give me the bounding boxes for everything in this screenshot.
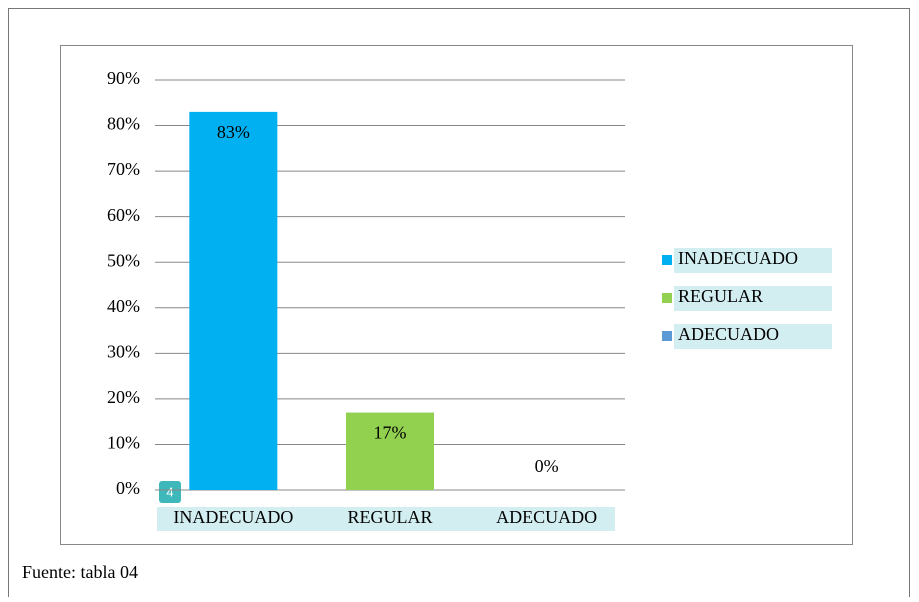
page-frame: [8, 8, 910, 602]
data-label: 83%: [217, 122, 250, 142]
category-highlight: [157, 507, 615, 531]
y-tick-label: 50%: [107, 250, 140, 270]
y-tick-label: 90%: [107, 68, 140, 88]
y-tick-label: 80%: [107, 114, 140, 134]
y-tick-label: 30%: [107, 341, 140, 361]
y-tick-label: 20%: [107, 387, 140, 407]
source-note: Fuente: tabla 04: [22, 562, 138, 582]
legend-highlight: [674, 286, 832, 311]
legend-highlight: [674, 248, 832, 273]
marker-badge: [159, 481, 181, 503]
y-tick-label: 40%: [107, 296, 140, 316]
legend-label: REGULAR: [678, 286, 763, 306]
x-tick-label: REGULAR: [348, 507, 433, 527]
bar: [189, 111, 278, 490]
legend-swatch: [662, 331, 672, 341]
legend-label: ADECUADO: [678, 324, 779, 344]
legend-swatch: [662, 293, 672, 303]
legend-swatch: [662, 255, 672, 265]
marker-text: 4: [166, 484, 173, 499]
x-tick-label: INADECUADO: [173, 507, 293, 527]
legend-label: INADECUADO: [678, 248, 798, 268]
y-tick-label: 70%: [107, 159, 140, 179]
y-tick-label: 60%: [107, 205, 140, 225]
bar: [346, 412, 434, 490]
y-tick-label: 10%: [107, 433, 140, 453]
data-label: 17%: [374, 423, 407, 443]
y-tick-label: 0%: [116, 478, 140, 498]
legend-highlight: [674, 324, 832, 349]
x-tick-label: ADECUADO: [496, 507, 597, 527]
data-label: 0%: [535, 456, 559, 476]
